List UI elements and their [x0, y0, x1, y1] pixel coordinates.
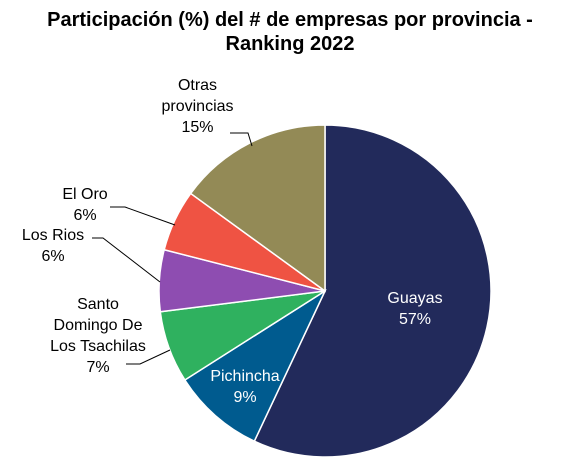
- leader-line: [110, 206, 176, 226]
- pie-slice: [189, 124, 326, 293]
- category-label: Guayas: [387, 290, 443, 307]
- slice-label: Guayas 57%: [370, 288, 460, 330]
- slice-label: Santo Domingo De Los Tsachilas 7%: [48, 294, 148, 378]
- category-label: Pichincha: [210, 368, 280, 385]
- category-label: Santo Domingo De Los Tsachilas: [50, 296, 146, 355]
- value-label: 57%: [398, 311, 432, 328]
- pie-slice: [183, 288, 327, 443]
- slice-label: Otras provincias 15%: [150, 75, 245, 138]
- slice-label: Los Rios 6%: [8, 225, 98, 267]
- leader-line: [92, 237, 161, 283]
- value-label: 15%: [181, 119, 214, 136]
- value-label: 9%: [233, 389, 257, 406]
- slice-label: Pichincha 9%: [190, 366, 300, 408]
- slices: [158, 124, 492, 458]
- category-label: Los Rios: [21, 227, 85, 244]
- chart-title: Participación (%) del # de empresas por …: [47, 9, 533, 55]
- leader-lines: [92, 132, 253, 365]
- value-label: 6%: [73, 207, 97, 224]
- value-label: 7%: [86, 359, 110, 376]
- category-label: Otras provincias: [161, 77, 234, 115]
- leader-line: [126, 349, 171, 365]
- slice-label: El Oro 6%: [45, 184, 125, 226]
- leader-line: [230, 132, 253, 147]
- value-label: 6%: [41, 248, 65, 265]
- category-label: El Oro: [62, 186, 108, 203]
- pie-slice: [253, 124, 492, 458]
